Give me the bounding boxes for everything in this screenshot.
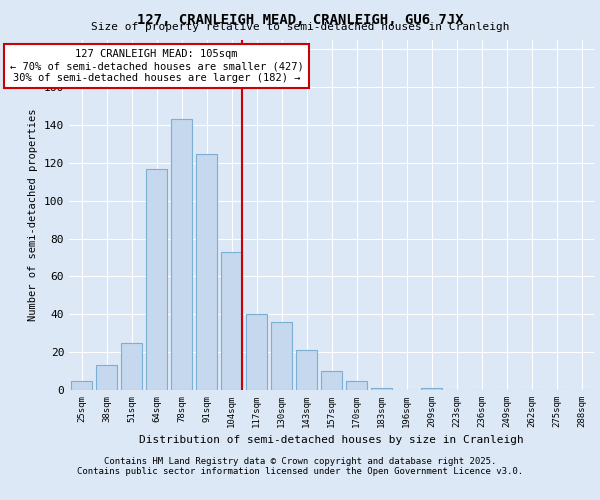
Bar	[246, 314, 267, 390]
Bar	[96, 366, 117, 390]
Bar	[121, 342, 142, 390]
Text: Size of property relative to semi-detached houses in Cranleigh: Size of property relative to semi-detach…	[91, 22, 509, 32]
Bar	[321, 371, 342, 390]
Bar	[371, 388, 392, 390]
X-axis label: Distribution of semi-detached houses by size in Cranleigh: Distribution of semi-detached houses by …	[139, 436, 524, 446]
Bar	[296, 350, 317, 390]
Text: 127, CRANLEIGH MEAD, CRANLEIGH, GU6 7JX: 127, CRANLEIGH MEAD, CRANLEIGH, GU6 7JX	[137, 12, 463, 26]
Text: 127 CRANLEIGH MEAD: 105sqm
← 70% of semi-detached houses are smaller (427)
30% o: 127 CRANLEIGH MEAD: 105sqm ← 70% of semi…	[10, 50, 304, 82]
Bar	[196, 154, 217, 390]
Bar	[146, 168, 167, 390]
Text: Contains HM Land Registry data © Crown copyright and database right 2025.: Contains HM Land Registry data © Crown c…	[104, 458, 496, 466]
Y-axis label: Number of semi-detached properties: Number of semi-detached properties	[28, 109, 38, 322]
Text: Contains public sector information licensed under the Open Government Licence v3: Contains public sector information licen…	[77, 468, 523, 476]
Bar	[71, 380, 92, 390]
Bar	[346, 380, 367, 390]
Bar	[171, 120, 192, 390]
Bar	[221, 252, 242, 390]
Bar	[421, 388, 442, 390]
Bar	[271, 322, 292, 390]
